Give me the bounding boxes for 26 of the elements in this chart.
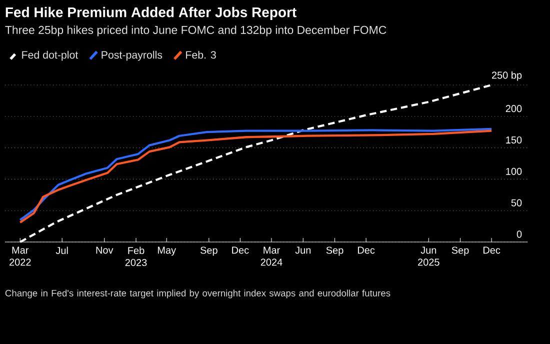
x-tick-label: May (158, 246, 176, 256)
x-tick-label: Sep (200, 246, 218, 256)
x-tick-label: Jun (295, 246, 311, 254)
x-tick-label: Mar 2022 (10, 246, 31, 266)
x-tick-label: Nov (96, 246, 114, 254)
y-tick-label: 200 (506, 105, 522, 112)
x-tick-label: Dec (483, 246, 500, 254)
legend-label: Feb. 3 (186, 50, 216, 59)
x-tick-label: Dec (358, 246, 375, 254)
x-tick-label: Feb 2023 (125, 246, 147, 266)
chart-title: Fed Hike Premium Added After Jobs Report (6, 6, 296, 20)
legend-label: Post-payrolls (102, 50, 162, 61)
x-tick-label: Mar 2024 (260, 246, 282, 266)
y-tick-label: 250 bp (492, 71, 522, 81)
legend-label: Fed dot-plot (22, 50, 78, 61)
y-tick-label: 100 (506, 168, 522, 175)
y-tick-label: 150 (506, 136, 522, 144)
x-tick-label: Sep (452, 246, 469, 256)
chart-subtitle: Three 25bp hikes priced into June FOMC and 132bp into December FOMC (5, 26, 386, 36)
x-tick-label: Sep (326, 246, 344, 256)
y-tick-label: 0 (516, 230, 522, 238)
y-tick-label: 50 (511, 199, 522, 206)
x-tick-label: Dec (232, 246, 249, 254)
x-tick-label: Jun 2025 (418, 246, 440, 266)
text: Change in Fed's interest-rate target implied by overnight index swaps and eurodollar futures (5, 290, 390, 298)
x-tick-label: Jul (56, 246, 68, 254)
